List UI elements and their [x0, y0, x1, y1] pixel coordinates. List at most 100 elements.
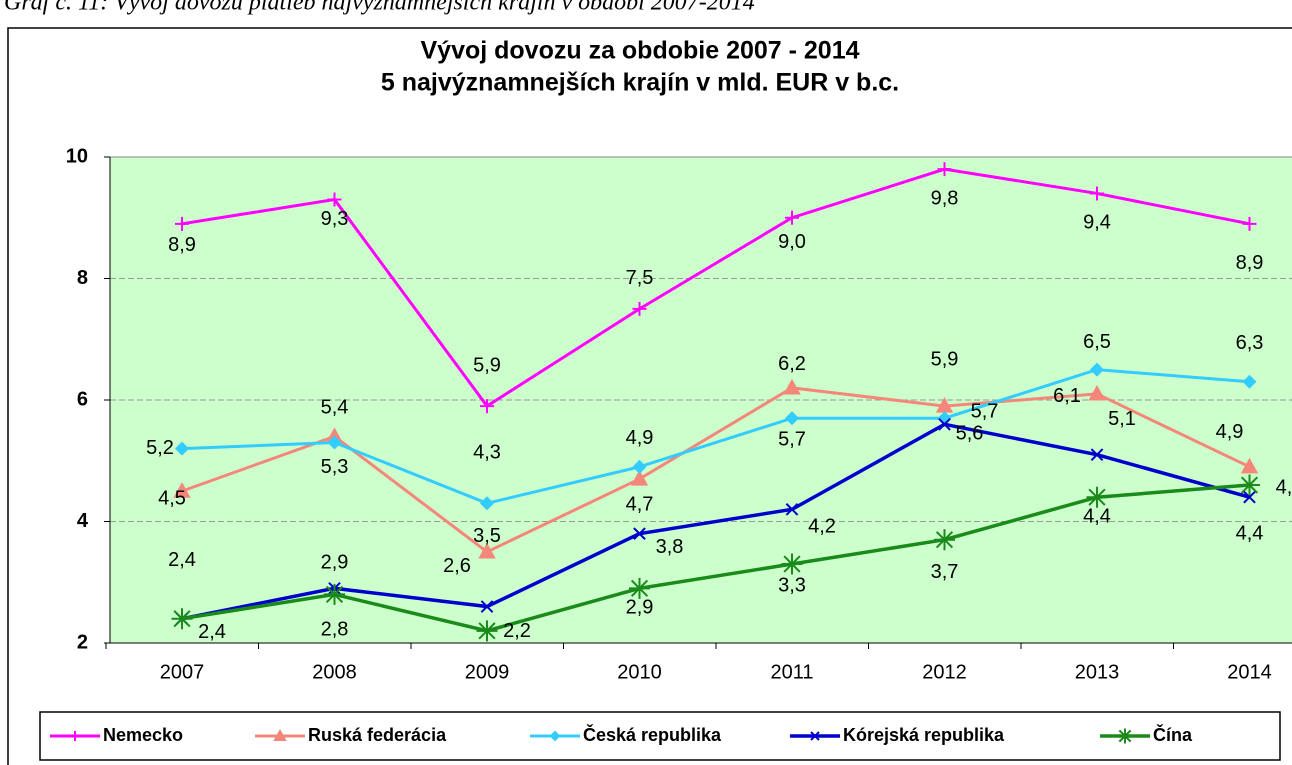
legend-marker: [273, 728, 287, 741]
data-label: 6,3: [1236, 332, 1264, 354]
marker: [480, 600, 494, 613]
marker: [1242, 374, 1257, 389]
legend-label: Nemecko: [103, 725, 183, 745]
marker: [1243, 490, 1256, 504]
marker: [783, 378, 801, 395]
marker: [1090, 186, 1104, 201]
marker: [937, 162, 952, 177]
marker: [1089, 362, 1105, 377]
data-label: 5,3: [321, 456, 349, 478]
marker: [174, 441, 190, 456]
marker: [476, 620, 498, 642]
marker: [479, 496, 495, 511]
data-label: 2,4: [168, 549, 196, 571]
chart-subtitle: 5 najvýznamnejších krajín v mld. EUR v b…: [381, 69, 899, 97]
marker: [1086, 486, 1108, 508]
data-label: 2,9: [626, 597, 654, 619]
legend-marker: [1117, 728, 1133, 744]
data-label: 2,9: [321, 552, 349, 574]
legend-marker: [810, 731, 820, 741]
line: [181, 483, 1250, 633]
data-label: 6,2: [778, 353, 806, 375]
data-label: 3,7: [931, 561, 959, 583]
legend-marker: [70, 731, 80, 741]
legend: [39, 711, 1281, 761]
data-label: 6,1: [1053, 385, 1081, 407]
y-tick-label: 10: [66, 145, 88, 167]
data-label: 2,6: [443, 555, 471, 577]
x-tick-label: 2011: [770, 661, 813, 683]
data-label: 5,1: [1108, 408, 1136, 430]
legend-label: Čína: [1153, 724, 1193, 745]
marker: [781, 553, 803, 575]
data-label: 4,7: [626, 493, 654, 515]
line: [181, 422, 1250, 621]
x-tick-label: 2009: [465, 661, 510, 683]
legend-label: Česká republika: [583, 724, 722, 745]
data-label: 3,5: [473, 525, 501, 547]
marker: [785, 503, 799, 516]
data-label: 8,9: [1236, 252, 1264, 274]
data-label: 4,4: [1236, 522, 1264, 544]
x-tick-label: 2007: [160, 661, 205, 683]
x-tick-label: 2008: [312, 661, 357, 683]
data-label: 2,2: [503, 620, 531, 642]
data-label: 5,9: [931, 348, 959, 370]
marker: [1242, 216, 1257, 231]
data-label: 9,8: [931, 187, 959, 209]
data-label: 5,7: [971, 401, 999, 423]
data-label: 3,8: [656, 536, 684, 558]
data-label: 5,4: [321, 397, 349, 419]
marker: [1239, 474, 1260, 496]
data-label: 2,8: [321, 619, 349, 641]
marker: [633, 527, 646, 540]
legend-marker: [549, 730, 561, 742]
chart-title: Vývoj dovozu za obdobie 2007 - 2014: [420, 37, 859, 65]
marker: [171, 608, 193, 630]
data-label: 8,9: [168, 234, 196, 256]
data-label: 4,4: [1083, 505, 1111, 527]
line: [181, 167, 1250, 409]
marker: [632, 459, 647, 474]
legend-label: Ruská federácia: [308, 725, 447, 745]
data-label: 9,0: [778, 231, 806, 253]
x-tick-label: 2013: [1075, 661, 1120, 683]
y-tick-label: 2: [77, 631, 88, 653]
line: [181, 368, 1250, 505]
data-label: 9,4: [1083, 212, 1111, 234]
data-label: 4,2: [808, 516, 836, 538]
y-tick-label: 4: [77, 510, 89, 532]
marker: [938, 417, 951, 431]
data-label: 4,6: [1276, 476, 1292, 498]
marker: [1088, 384, 1106, 401]
marker: [478, 542, 496, 559]
data-label: 2,4: [198, 621, 226, 643]
marker: [785, 210, 799, 225]
marker: [632, 301, 647, 316]
data-label: 4,9: [1216, 421, 1244, 443]
marker: [324, 583, 345, 605]
x-tick-label: 2010: [617, 661, 662, 683]
marker: [934, 529, 955, 551]
data-label: 5,9: [473, 354, 501, 376]
data-label: 4,3: [473, 442, 501, 464]
data-label: 3,3: [778, 574, 806, 596]
line: [181, 386, 1251, 554]
data-label: 7,5: [626, 267, 654, 289]
marker: [480, 399, 494, 414]
data-label: 5,6: [956, 423, 984, 445]
data-label: 5,2: [146, 437, 174, 459]
x-tick-label: 2012: [922, 661, 967, 683]
marker: [629, 577, 650, 599]
data-label: 4,5: [158, 487, 186, 509]
marker: [173, 482, 191, 498]
data-label: 5,7: [778, 429, 806, 451]
y-tick-label: 6: [77, 388, 88, 410]
data-label: 9,3: [321, 208, 349, 230]
data-label: 4,9: [626, 427, 654, 449]
data-label: 6,5: [1083, 331, 1111, 353]
marker: [1240, 457, 1259, 474]
x-tick-label: 2014: [1227, 661, 1272, 683]
